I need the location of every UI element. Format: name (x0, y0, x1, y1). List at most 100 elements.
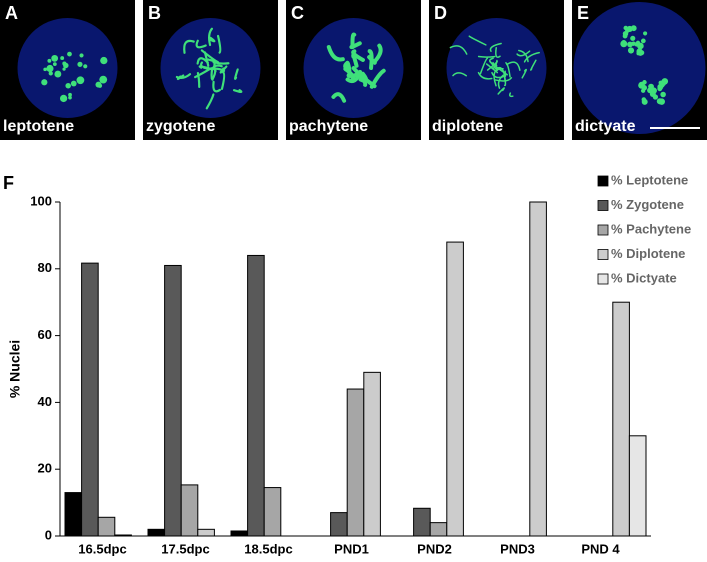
x-tick-label: 16.5dpc (78, 541, 126, 556)
nucleus (17, 18, 118, 118)
legend-swatch (597, 175, 609, 187)
chromosome (351, 49, 365, 62)
chromosome (495, 46, 501, 59)
foci (62, 61, 67, 66)
bar (429, 522, 448, 537)
chromatin (656, 98, 663, 105)
chromosome (468, 35, 487, 46)
bar (330, 512, 348, 537)
legend-label: % Dictyate (611, 270, 677, 285)
chromatin (640, 38, 646, 44)
foci (51, 54, 59, 62)
x-tick-label: 17.5dpc (161, 541, 209, 556)
x-tick-label: PND1 (334, 541, 369, 556)
legend-swatch (597, 200, 609, 211)
foci (99, 75, 108, 84)
panel-label: dictyate (575, 118, 636, 135)
foci (60, 56, 65, 61)
panel-letter: E (577, 3, 589, 23)
chromosome (205, 93, 215, 110)
foci (76, 76, 85, 85)
bar (263, 487, 282, 537)
chromosome (523, 51, 540, 63)
panel-label: leptotene (3, 118, 74, 135)
chromatin (620, 40, 628, 48)
legend-swatch (597, 249, 609, 260)
foci (59, 94, 68, 103)
chromosome (220, 71, 226, 91)
foci (47, 58, 52, 63)
chromosome (477, 71, 493, 80)
legend-label: % Leptotene (611, 172, 688, 187)
panel-letter: C (291, 3, 304, 23)
foci (43, 67, 47, 72)
chromosome (509, 92, 514, 98)
chromosome (208, 27, 214, 47)
panel-letter: A (5, 3, 18, 23)
chromatin (636, 51, 641, 56)
bar (247, 254, 265, 537)
foci (41, 79, 48, 86)
y-tick-label: 80 (38, 260, 52, 275)
bar (197, 528, 215, 537)
chromosome (350, 32, 357, 50)
legend-label: % Zygotene (611, 197, 684, 212)
chromatin (627, 47, 635, 54)
chromatin (627, 41, 633, 48)
foci (70, 80, 77, 87)
foci (67, 51, 72, 57)
bar (413, 507, 431, 537)
bar (97, 516, 116, 537)
bar (363, 371, 381, 537)
foci (46, 64, 54, 73)
chromosome (506, 61, 521, 71)
chromosome (344, 60, 352, 73)
chromatin (650, 87, 657, 94)
nucleus (573, 2, 706, 134)
foci (48, 71, 53, 76)
chromatin (622, 30, 629, 37)
panel-label: diplotene (432, 118, 503, 135)
chromosome (175, 73, 192, 79)
chromosome (497, 87, 505, 95)
panel-letter: D (434, 3, 447, 23)
chromatin (643, 31, 648, 36)
foci (68, 92, 72, 97)
bar (612, 301, 630, 537)
chromosome (373, 43, 383, 63)
y-tick-label: 0 (45, 527, 52, 542)
chromosome (479, 57, 489, 75)
chromosome (477, 55, 496, 58)
foci (77, 61, 83, 67)
y-tick-label: 40 (38, 394, 52, 409)
chromosome (195, 39, 207, 49)
chromosome (503, 75, 507, 87)
chromosome (212, 80, 222, 93)
chromosome (213, 61, 217, 73)
foci (54, 70, 62, 78)
chromosome (216, 34, 222, 54)
bar (180, 484, 199, 537)
chromosome (518, 49, 529, 63)
bar (446, 241, 464, 537)
legend-swatch (597, 273, 609, 285)
chromatin (641, 98, 648, 105)
chromosome (505, 62, 511, 78)
chromosome (351, 66, 368, 87)
chromosome (196, 71, 201, 88)
chromatin (657, 86, 663, 92)
x-tick-label: PND2 (417, 541, 452, 556)
chromosome (530, 59, 537, 71)
chromosome (200, 49, 220, 64)
y-tick-label: 100 (30, 193, 52, 208)
chromosome (516, 50, 531, 57)
chromosome (346, 72, 359, 79)
foci (97, 83, 103, 88)
foci (79, 53, 84, 58)
chromosome (196, 57, 209, 65)
